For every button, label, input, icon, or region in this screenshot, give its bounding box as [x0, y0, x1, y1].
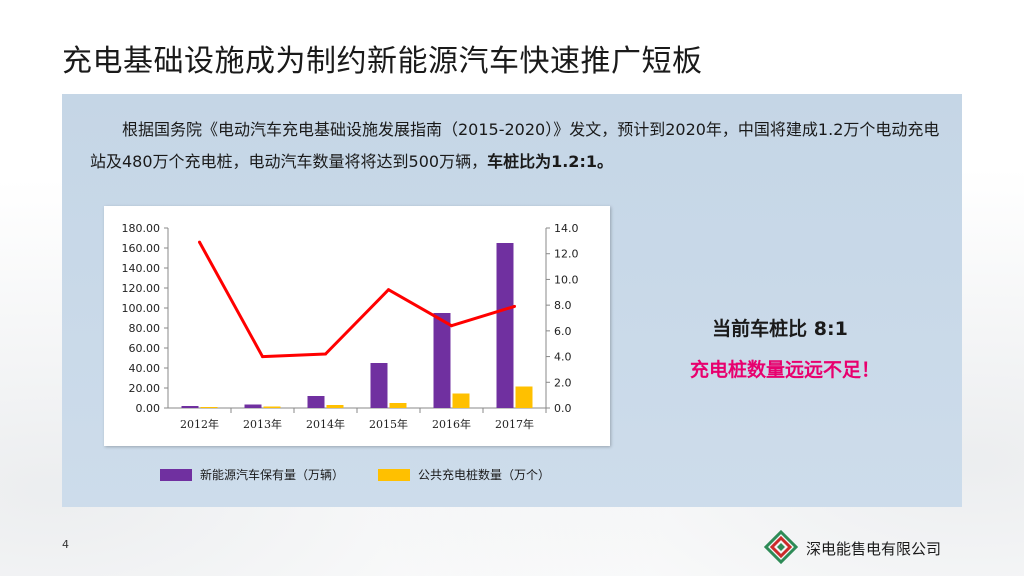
bar-vehicles	[244, 404, 262, 408]
y-right-tick-label: 14.0	[554, 222, 579, 235]
y-right-tick-label: 6.0	[554, 325, 572, 338]
bar-piles	[200, 407, 218, 408]
y-right-tick-label: 0.0	[554, 402, 572, 415]
combo-chart: 0.00 20.00 40.00 60.00 80.00 100.00 120.00 140.…	[122, 222, 579, 431]
x-tick-label: 2016年	[432, 417, 471, 431]
slide-title: 充电基础设施成为制约新能源汽车快速推广短板	[62, 44, 703, 79]
y-right-tick-label: 10.0	[554, 273, 579, 286]
chart-container: 0.00 20.00 40.00 60.00 80.00 100.00 120.00 140.…	[104, 206, 610, 446]
ratio-line-point	[198, 240, 201, 244]
page-number: 4	[62, 538, 69, 551]
intro-paragraph: 根据国务院《电动汽车充电基础设施发展指南（2015-2020）》发文，预计到20…	[90, 114, 940, 178]
ratio-line-point	[450, 324, 453, 328]
intro-bold-ratio: 车桩比为1.2:1。	[487, 152, 613, 171]
ratio-line-point	[324, 352, 327, 356]
y-right-tick-label: 8.0	[554, 299, 572, 312]
x-tick-label: 2017年	[495, 417, 534, 431]
chart-legend: 新能源汽车保有量（万辆） 公共充电桩数量（万个）	[160, 466, 584, 483]
x-tick-label: 2012年	[180, 417, 219, 431]
y-left-tick-label: 140.00	[122, 262, 161, 275]
intro-text: 根据国务院《电动汽车充电基础设施发展指南（2015-2020）》发文，预计到20…	[90, 120, 940, 171]
legend-swatch-piles	[378, 468, 411, 481]
ratio-line-point	[513, 304, 516, 308]
y-right-tick-label: 2.0	[554, 376, 572, 389]
legend-item-piles: 公共充电桩数量（万个）	[378, 466, 550, 483]
legend-item-vehicles: 新能源汽车保有量（万辆）	[160, 466, 344, 483]
y-left-tick-label: 40.00	[129, 362, 161, 375]
company-logo-icon	[764, 530, 798, 564]
y-left-tick-label: 100.00	[122, 302, 161, 315]
y-right-tick-label: 12.0	[554, 248, 579, 261]
current-ratio-callout: 当前车桩比 8:1	[712, 318, 848, 340]
bar-piles	[515, 386, 533, 408]
y-right-tick-label: 4.0	[554, 351, 572, 364]
x-tick-label: 2013年	[243, 417, 282, 431]
bar-vehicles	[496, 243, 514, 408]
bar-vehicles	[433, 313, 451, 408]
legend-label-vehicles: 新能源汽车保有量（万辆）	[200, 468, 345, 482]
ratio-line	[198, 241, 515, 359]
y-left-tick-label: 160.00	[122, 242, 161, 255]
bar-vehicles	[307, 396, 325, 408]
ratio-line-point	[387, 288, 390, 292]
y-left-tick-label: 180.00	[122, 222, 161, 235]
legend-swatch-vehicles	[160, 468, 192, 481]
y-left-tick-label: 80.00	[129, 322, 161, 335]
x-tick-label: 2015年	[369, 417, 408, 431]
ratio-line-point	[261, 355, 264, 359]
bar-piles	[326, 405, 344, 408]
y-left-tick-label: 20.00	[129, 382, 161, 395]
bar-piles	[452, 393, 470, 408]
y-left-tick-label: 120.00	[122, 282, 161, 295]
bar-piles	[263, 406, 281, 408]
bar-piles	[389, 403, 407, 408]
company-name: 深电能售电有限公司	[806, 540, 942, 558]
y-left-tick-label: 0.00	[136, 402, 161, 415]
bar-vehicles	[181, 406, 199, 408]
y-left-tick-label: 60.00	[129, 342, 161, 355]
legend-label-piles: 公共充电桩数量（万个）	[418, 468, 551, 482]
x-tick-label: 2014年	[306, 417, 345, 431]
shortage-callout: 充电桩数量远远不足！	[689, 359, 880, 381]
bar-vehicles	[370, 363, 388, 408]
